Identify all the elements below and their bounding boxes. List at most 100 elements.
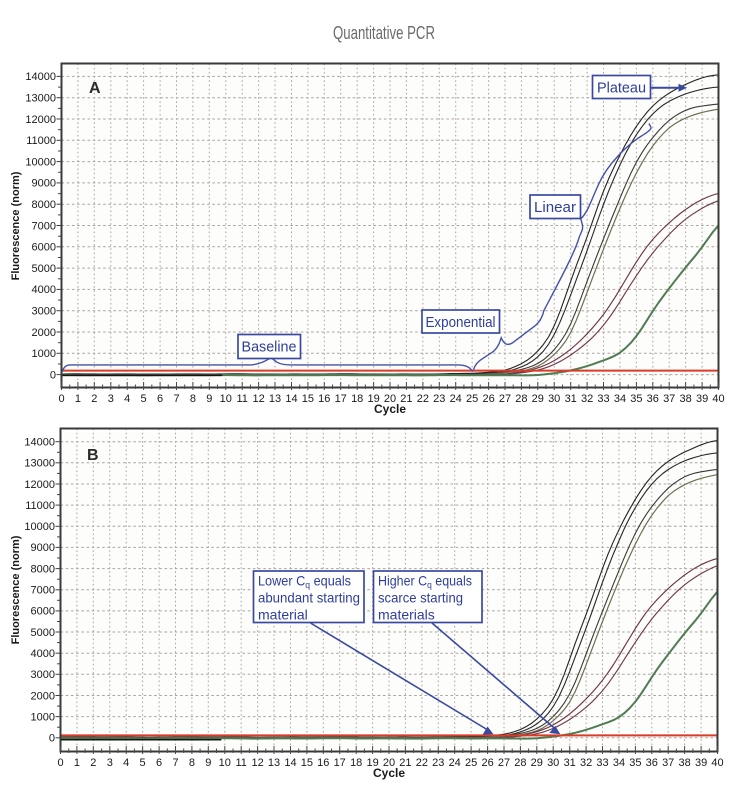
svg-text:6000: 6000: [31, 606, 55, 618]
svg-text:13: 13: [269, 393, 281, 405]
svg-text:Cycle: Cycle: [374, 402, 406, 416]
svg-text:31: 31: [565, 393, 577, 405]
svg-text:7: 7: [172, 757, 178, 769]
svg-text:Fluorescence (norm): Fluorescence (norm): [10, 535, 22, 644]
svg-text:7: 7: [173, 393, 179, 405]
svg-text:abundant starting: abundant starting: [258, 590, 360, 606]
svg-text:Exponential: Exponential: [426, 315, 496, 331]
svg-text:3000: 3000: [31, 669, 55, 681]
svg-text:2: 2: [91, 393, 97, 405]
svg-text:25: 25: [466, 393, 478, 405]
svg-text:Baseline: Baseline: [242, 340, 297, 356]
svg-text:26: 26: [481, 757, 493, 769]
svg-text:16: 16: [318, 393, 330, 405]
svg-text:32: 32: [581, 393, 593, 405]
svg-text:27: 27: [498, 757, 510, 769]
svg-text:1: 1: [75, 393, 81, 405]
svg-text:17: 17: [334, 757, 346, 769]
svg-text:3: 3: [107, 757, 113, 769]
svg-text:26: 26: [482, 393, 494, 405]
svg-text:24: 24: [449, 757, 461, 769]
svg-text:35: 35: [630, 393, 642, 405]
svg-text:29: 29: [532, 393, 544, 405]
svg-text:17: 17: [335, 393, 347, 405]
svg-text:4000: 4000: [32, 284, 56, 296]
svg-text:1000: 1000: [32, 348, 56, 360]
svg-text:38: 38: [678, 757, 690, 769]
svg-text:40: 40: [712, 393, 724, 405]
svg-text:5000: 5000: [31, 627, 55, 639]
svg-text:11: 11: [236, 393, 247, 405]
svg-text:4: 4: [123, 757, 129, 769]
svg-text:28: 28: [515, 393, 527, 405]
svg-text:35: 35: [629, 757, 641, 769]
svg-text:B: B: [87, 447, 99, 464]
svg-text:33: 33: [597, 393, 609, 405]
svg-text:22: 22: [417, 393, 429, 405]
svg-text:7000: 7000: [32, 220, 56, 232]
svg-text:12: 12: [252, 393, 264, 405]
svg-text:4: 4: [124, 393, 130, 405]
svg-text:30: 30: [548, 393, 560, 405]
svg-text:20: 20: [383, 757, 395, 769]
svg-text:9000: 9000: [31, 542, 55, 554]
svg-text:37: 37: [663, 393, 675, 405]
svg-text:39: 39: [695, 757, 707, 769]
svg-text:36: 36: [646, 757, 658, 769]
svg-text:27: 27: [499, 393, 511, 405]
svg-text:15: 15: [302, 393, 314, 405]
svg-text:Fluorescence (norm): Fluorescence (norm): [10, 171, 22, 280]
svg-text:1000: 1000: [31, 711, 55, 723]
svg-text:29: 29: [531, 757, 543, 769]
svg-text:6: 6: [157, 393, 163, 405]
svg-text:Cycle: Cycle: [373, 766, 405, 780]
svg-text:34: 34: [614, 393, 626, 405]
svg-text:10: 10: [219, 757, 231, 769]
svg-text:0: 0: [49, 733, 55, 745]
svg-text:material: material: [258, 607, 308, 623]
svg-text:3000: 3000: [32, 306, 56, 318]
svg-text:12000: 12000: [24, 479, 55, 491]
svg-text:6: 6: [156, 757, 162, 769]
svg-text:15: 15: [301, 757, 313, 769]
svg-text:16: 16: [317, 757, 329, 769]
svg-text:materials: materials: [378, 607, 435, 623]
svg-text:6000: 6000: [32, 242, 56, 254]
svg-text:32: 32: [580, 757, 592, 769]
svg-text:0: 0: [58, 393, 64, 405]
svg-text:14000: 14000: [24, 437, 55, 449]
svg-text:13000: 13000: [25, 93, 56, 105]
svg-text:11000: 11000: [26, 135, 56, 147]
svg-text:14000: 14000: [25, 71, 56, 83]
svg-text:2000: 2000: [32, 327, 56, 339]
svg-text:2000: 2000: [31, 690, 55, 702]
svg-text:18: 18: [351, 393, 363, 405]
svg-text:30: 30: [547, 757, 559, 769]
svg-text:10: 10: [220, 393, 232, 405]
svg-text:scarce starting: scarce starting: [378, 590, 463, 606]
svg-text:2: 2: [90, 757, 96, 769]
svg-text:22: 22: [416, 757, 428, 769]
svg-text:5000: 5000: [32, 263, 56, 275]
svg-text:39: 39: [696, 393, 708, 405]
svg-text:Quantitative PCR: Quantitative PCR: [333, 22, 435, 43]
svg-text:4000: 4000: [31, 648, 55, 660]
svg-text:36: 36: [647, 393, 659, 405]
svg-text:9: 9: [205, 757, 211, 769]
svg-text:24: 24: [450, 393, 462, 405]
svg-text:23: 23: [432, 757, 444, 769]
svg-text:13: 13: [268, 757, 280, 769]
svg-text:40: 40: [711, 757, 723, 769]
svg-text:Lower Cq equals: Lower Cq equals: [258, 573, 351, 592]
svg-text:9: 9: [206, 393, 212, 405]
svg-text:12: 12: [251, 757, 263, 769]
svg-text:21: 21: [399, 757, 411, 769]
svg-text:1: 1: [74, 757, 80, 769]
svg-text:23: 23: [433, 393, 445, 405]
svg-text:Linear: Linear: [534, 200, 576, 216]
svg-text:18: 18: [350, 757, 362, 769]
svg-text:33: 33: [596, 757, 608, 769]
svg-text:14: 14: [285, 393, 297, 405]
svg-text:37: 37: [662, 757, 674, 769]
svg-text:10000: 10000: [25, 156, 56, 168]
